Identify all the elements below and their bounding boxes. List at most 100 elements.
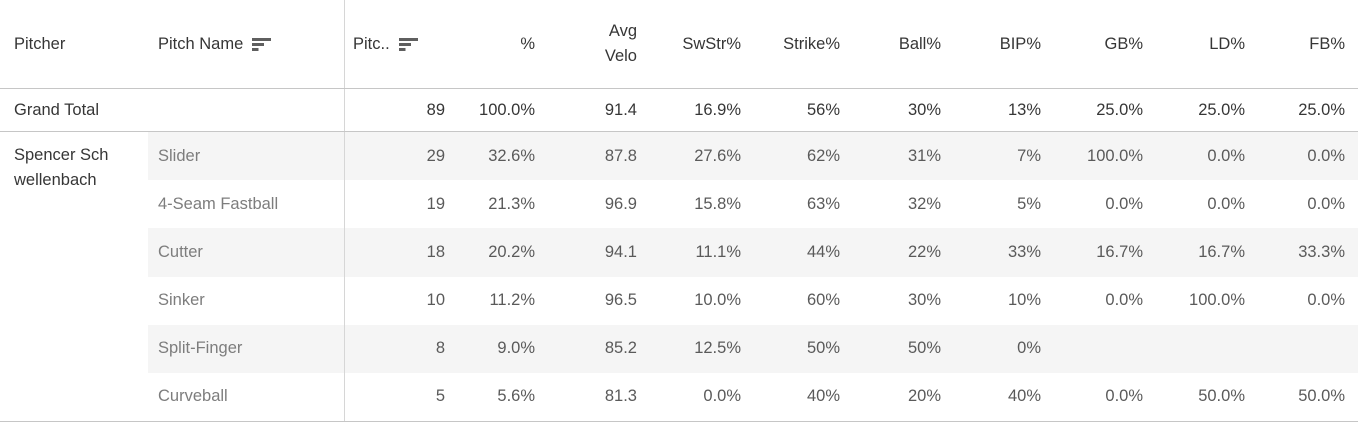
stat-cell: 27.6%	[694, 146, 741, 165]
stat-cell: 21.3%	[488, 194, 535, 213]
grand-total-pitches: 89	[426, 100, 445, 119]
column-header-swstr[interactable]: SwStr%	[682, 34, 741, 53]
stat-cell: 20.2%	[488, 242, 535, 261]
stat-cell: 11.2%	[489, 291, 535, 310]
stat-cell: 100.0%	[1087, 146, 1143, 165]
stat-cell: 12.5%	[694, 339, 741, 358]
stat-cell: 33.3%	[1298, 242, 1345, 261]
stat-cell: 0.0%	[1105, 194, 1143, 213]
grand-total-row: Grand Total 89 100.0% 91.4 16.9% 56% 30%…	[0, 89, 1358, 132]
stat-cell: 96.5	[604, 291, 637, 310]
column-header-fb[interactable]: FB%	[1309, 34, 1345, 53]
stat-cell: 32%	[907, 194, 941, 213]
grand-total-ld: 25.0%	[1198, 100, 1245, 119]
pitch-name-cell: Split-Finger	[148, 324, 345, 373]
stat-cell: 60%	[806, 291, 840, 310]
stat-cell: 50.0%	[1298, 387, 1345, 406]
stat-cell: 18	[426, 242, 445, 261]
pitcher-name-line1: Spencer Sch	[14, 146, 109, 164]
pitch-row: 4-Seam Fastball 19 21.3% 96.9 15.8% 63% …	[148, 180, 1358, 229]
stat-cell: 63%	[806, 194, 840, 213]
stat-cell: 40%	[1007, 387, 1041, 406]
stat-cell: 100.0%	[1189, 291, 1245, 310]
stat-cell: 40%	[806, 387, 840, 406]
stat-cell: 9.0%	[497, 339, 535, 358]
column-header-avg-velo-line1: Avg	[608, 22, 637, 40]
pitcher-group: Spencer Sch wellenbach Slider 29 32.6% 8…	[0, 132, 1358, 422]
column-header-strike[interactable]: Strike%	[783, 34, 840, 53]
stat-cell: 0.0%	[1307, 146, 1345, 165]
stat-cell: 15.8%	[694, 194, 741, 213]
column-header-bip[interactable]: BIP%	[999, 34, 1041, 53]
column-header-ball[interactable]: Ball%	[898, 34, 941, 53]
grand-total-avg-velo: 91.4	[604, 100, 637, 119]
stat-cell: 44%	[806, 242, 840, 261]
stat-cell	[1156, 325, 1258, 373]
stat-cell: 8	[435, 339, 445, 358]
pitcher-name-line2: wellenbach	[14, 171, 97, 189]
stat-cell: 0.0%	[1207, 194, 1245, 213]
pitch-name-cell: Cutter	[148, 228, 345, 277]
stat-cell: 5.6%	[497, 387, 535, 406]
stat-cell: 5	[435, 387, 445, 406]
stat-cell: 5%	[1017, 194, 1041, 213]
stat-cell: 10.0%	[694, 291, 741, 310]
stat-cell: 32.6%	[488, 146, 535, 165]
pitch-rows: Slider 29 32.6% 87.8 27.6% 62% 31% 7% 10…	[148, 132, 1358, 422]
stat-cell: 0.0%	[1307, 291, 1345, 310]
column-header-avg-velo[interactable]: Avg Velo	[548, 0, 650, 88]
column-header-pitch-name-label: Pitch Name	[158, 34, 244, 53]
grand-total-ball: 30%	[907, 100, 941, 119]
grand-total-label: Grand Total	[0, 89, 345, 131]
column-header-avg-velo-line2: Velo	[604, 47, 637, 65]
grand-total-swstr: 16.9%	[694, 100, 741, 119]
stat-cell: 30%	[907, 291, 941, 310]
stat-cell: 94.1	[604, 242, 637, 261]
grand-total-fb: 25.0%	[1298, 100, 1345, 119]
stat-cell: 22%	[907, 242, 941, 261]
stat-cell: 16.7%	[1096, 242, 1143, 261]
stat-cell	[1258, 325, 1358, 373]
stat-cell: 16.7%	[1198, 242, 1245, 261]
pitch-row: Sinker 10 11.2% 96.5 10.0% 60% 30% 10% 0…	[148, 276, 1358, 325]
stat-cell: 31%	[907, 146, 941, 165]
stat-cell: 0.0%	[1307, 194, 1345, 213]
column-header-pitch-name[interactable]: Pitch Name	[148, 0, 345, 88]
column-header-pct[interactable]: %	[520, 34, 535, 53]
stat-cell	[1054, 325, 1156, 373]
stat-cell: 50%	[806, 339, 840, 358]
stat-cell: 85.2	[604, 339, 637, 358]
stat-cell: 10%	[1007, 291, 1041, 310]
stat-cell: 62%	[806, 146, 840, 165]
pitch-name-cell: Slider	[148, 132, 345, 181]
stat-cell: 96.9	[604, 194, 637, 213]
column-header-pitcher[interactable]: Pitcher	[14, 34, 66, 53]
stat-cell: 33%	[1007, 242, 1041, 261]
stat-cell: 0.0%	[1105, 291, 1143, 310]
pitcher-name: Spencer Sch wellenbach	[0, 132, 148, 421]
column-header-pitches[interactable]: Pitc..	[345, 0, 458, 88]
stat-cell: 0.0%	[1207, 146, 1245, 165]
pitch-name-cell: 4-Seam Fastball	[148, 180, 345, 229]
stat-cell: 29	[426, 146, 445, 165]
column-header-ld[interactable]: LD%	[1209, 34, 1245, 53]
stat-cell: 87.8	[604, 146, 637, 165]
column-header-pitches-label: Pitc..	[353, 34, 390, 53]
sort-descending-icon[interactable]	[398, 37, 419, 52]
sort-descending-icon[interactable]	[252, 37, 272, 52]
stat-cell: 0%	[1017, 339, 1041, 358]
pitch-row: Curveball 5 5.6% 81.3 0.0% 40% 20% 40% 0…	[148, 372, 1358, 422]
stat-cell: 0.0%	[1105, 387, 1143, 406]
column-header-gb[interactable]: GB%	[1104, 34, 1143, 53]
stat-cell: 0.0%	[703, 387, 741, 406]
stat-cell: 10	[426, 291, 445, 310]
pitch-name-cell: Curveball	[148, 372, 345, 422]
grand-total-bip: 13%	[1007, 100, 1041, 119]
stat-cell: 11.1%	[695, 242, 741, 261]
grand-total-strike: 56%	[806, 100, 840, 119]
stat-cell: 81.3	[604, 387, 637, 406]
grand-total-pct: 100.0%	[479, 100, 535, 119]
pitch-row: Split-Finger 8 9.0% 85.2 12.5% 50% 50% 0…	[148, 324, 1358, 373]
stat-cell: 20%	[907, 387, 941, 406]
